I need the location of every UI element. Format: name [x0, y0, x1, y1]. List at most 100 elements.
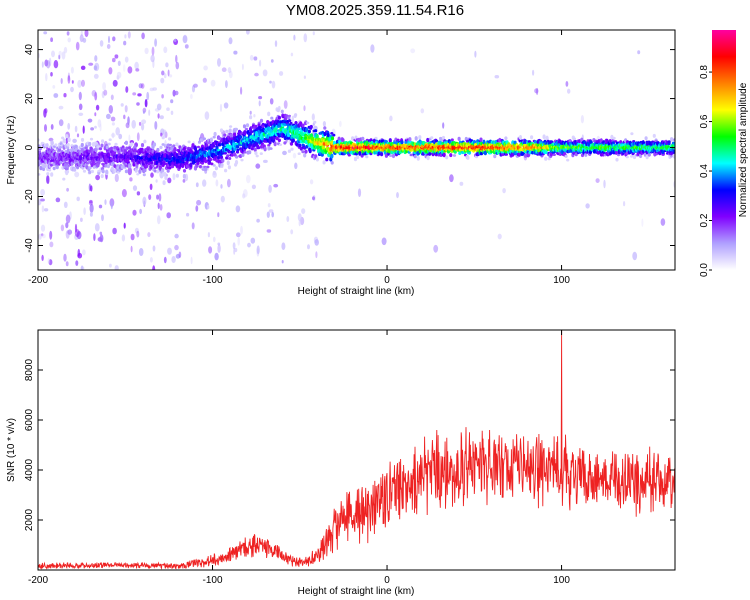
- spectrogram-cell: [152, 245, 156, 252]
- spectrogram-cell: [459, 181, 464, 186]
- spectrogram-cell: [82, 125, 85, 134]
- spectrogram-cell: [645, 154, 649, 160]
- spectrogram-cell: [287, 114, 291, 118]
- spectrogram-cell: [40, 224, 46, 232]
- spectrogram-cell: [174, 90, 179, 96]
- spectrogram-cell: [315, 157, 319, 162]
- spectrogram-cell: [142, 173, 146, 177]
- spectrogram-cell: [274, 40, 278, 47]
- spectrogram-cell: [303, 105, 306, 112]
- spectrogram-cell: [103, 89, 108, 96]
- spectrogram-cell: [552, 153, 556, 156]
- spectrogram-cell: [287, 149, 291, 153]
- spectrogram-cell: [123, 222, 126, 229]
- spectrogram-cell: [182, 35, 188, 44]
- spectrogram-cell: [54, 143, 58, 147]
- spectrogram-cell: [220, 163, 224, 167]
- spectrogram-cell: [266, 229, 272, 233]
- spectrogram-cell: [234, 247, 238, 253]
- spectrogram-cell: [309, 179, 314, 185]
- spectrogram-cell: [271, 80, 276, 89]
- spectrogram-cell: [77, 79, 82, 88]
- spectrogram-cell: [76, 133, 80, 138]
- spectrogram-cell: [181, 163, 185, 169]
- spectrogram-cell: [168, 74, 173, 78]
- spectrogram-cell: [58, 50, 62, 56]
- spectrogram-cell: [257, 123, 261, 127]
- spectrogram-cell: [315, 134, 319, 139]
- spectrogram-cell: [154, 38, 158, 47]
- spectrogram-cell: [67, 122, 71, 130]
- spectrogram-cell: [114, 173, 119, 183]
- spectrogram-cell: [80, 142, 84, 148]
- spectrogram-cell: [269, 80, 272, 84]
- spectrogram-cell: [63, 93, 67, 98]
- spectrogram-cell: [170, 110, 174, 116]
- spectrogram-cell: [116, 71, 122, 79]
- spectrogram-cell: [112, 57, 116, 63]
- spectrogram-cell: [89, 203, 94, 213]
- spectrogram-cell: [156, 103, 162, 111]
- spectrogram-cell: [311, 136, 315, 142]
- spectrogram-cell: [547, 157, 551, 161]
- spectrogram-cell: [206, 205, 210, 210]
- spectrogram-cell: [672, 149, 675, 153]
- spectrogram-cell: [291, 138, 295, 143]
- spectrogram-cell: [660, 218, 666, 226]
- spectrogram-cell: [181, 159, 185, 162]
- spectrogram-cell: [67, 37, 71, 43]
- spectrogram-cell: [145, 160, 149, 165]
- spectrogram-cell: [142, 196, 147, 206]
- spectrogram-cell: [248, 150, 252, 155]
- spectrogram-cells: [38, 30, 675, 270]
- spectrogram-cell: [47, 258, 50, 264]
- spectrogram-cell: [158, 193, 162, 202]
- spectrogram-cell: [545, 135, 549, 141]
- spectrogram-cell: [213, 131, 217, 137]
- spectrogram-cell: [280, 109, 284, 114]
- spectrogram-cell: [74, 171, 80, 178]
- spectrogram-cell: [630, 132, 634, 136]
- spectrogram-cell: [172, 173, 176, 181]
- spectrogram-cell: [46, 175, 49, 184]
- spectrogram-cell: [67, 72, 70, 81]
- spectrogram-cell: [167, 69, 170, 77]
- spectrogram-cell: [249, 54, 254, 61]
- spectrogram-cell: [370, 44, 375, 53]
- spectrogram-cell: [99, 231, 103, 235]
- spectrogram-cell: [49, 241, 54, 248]
- spectrogram-cell: [74, 144, 78, 149]
- spectrogram-cell: [172, 89, 176, 97]
- spectrogram-cell: [220, 184, 223, 189]
- spectrogram-cell: [63, 46, 68, 54]
- spectrogram-cell: [313, 120, 317, 124]
- spectrogram-cell: [90, 169, 94, 174]
- spectrogram-cell: [107, 142, 111, 146]
- spectrogram-cell: [105, 169, 109, 175]
- spectrogram-cell: [584, 152, 588, 157]
- spectrogram-cell: [323, 126, 327, 130]
- spectrogram-cell: [255, 130, 259, 136]
- spectrogram-cell: [44, 108, 48, 114]
- spectrogram-cell: [99, 158, 103, 162]
- snr-line: [38, 330, 675, 570]
- spectrogram-cell: [102, 82, 106, 91]
- spectrogram-cell: [237, 237, 240, 246]
- spectrogram-cell: [281, 260, 284, 264]
- spectrogram-cell: [270, 116, 274, 120]
- spectrogram-y-tick-label: 0: [24, 144, 35, 150]
- spectrogram-cell: [229, 133, 233, 138]
- spectrogram-cell: [501, 153, 505, 157]
- spectrogram-cell: [121, 234, 126, 242]
- spectrogram-cell: [111, 132, 115, 139]
- spectrogram-cell: [580, 115, 585, 124]
- snr-x-tick-label: 0: [384, 575, 390, 586]
- spectrogram-cell: [255, 163, 261, 169]
- spectrogram-cell: [263, 146, 267, 152]
- colorbar-ticks: 0.00.20.40.60.8: [699, 65, 712, 277]
- spectrogram-cell: [433, 244, 439, 253]
- spectrogram-cell: [457, 136, 461, 141]
- spectrogram-cell: [388, 138, 392, 143]
- spectrogram-cell: [332, 133, 336, 137]
- spectrogram-cell: [128, 164, 132, 169]
